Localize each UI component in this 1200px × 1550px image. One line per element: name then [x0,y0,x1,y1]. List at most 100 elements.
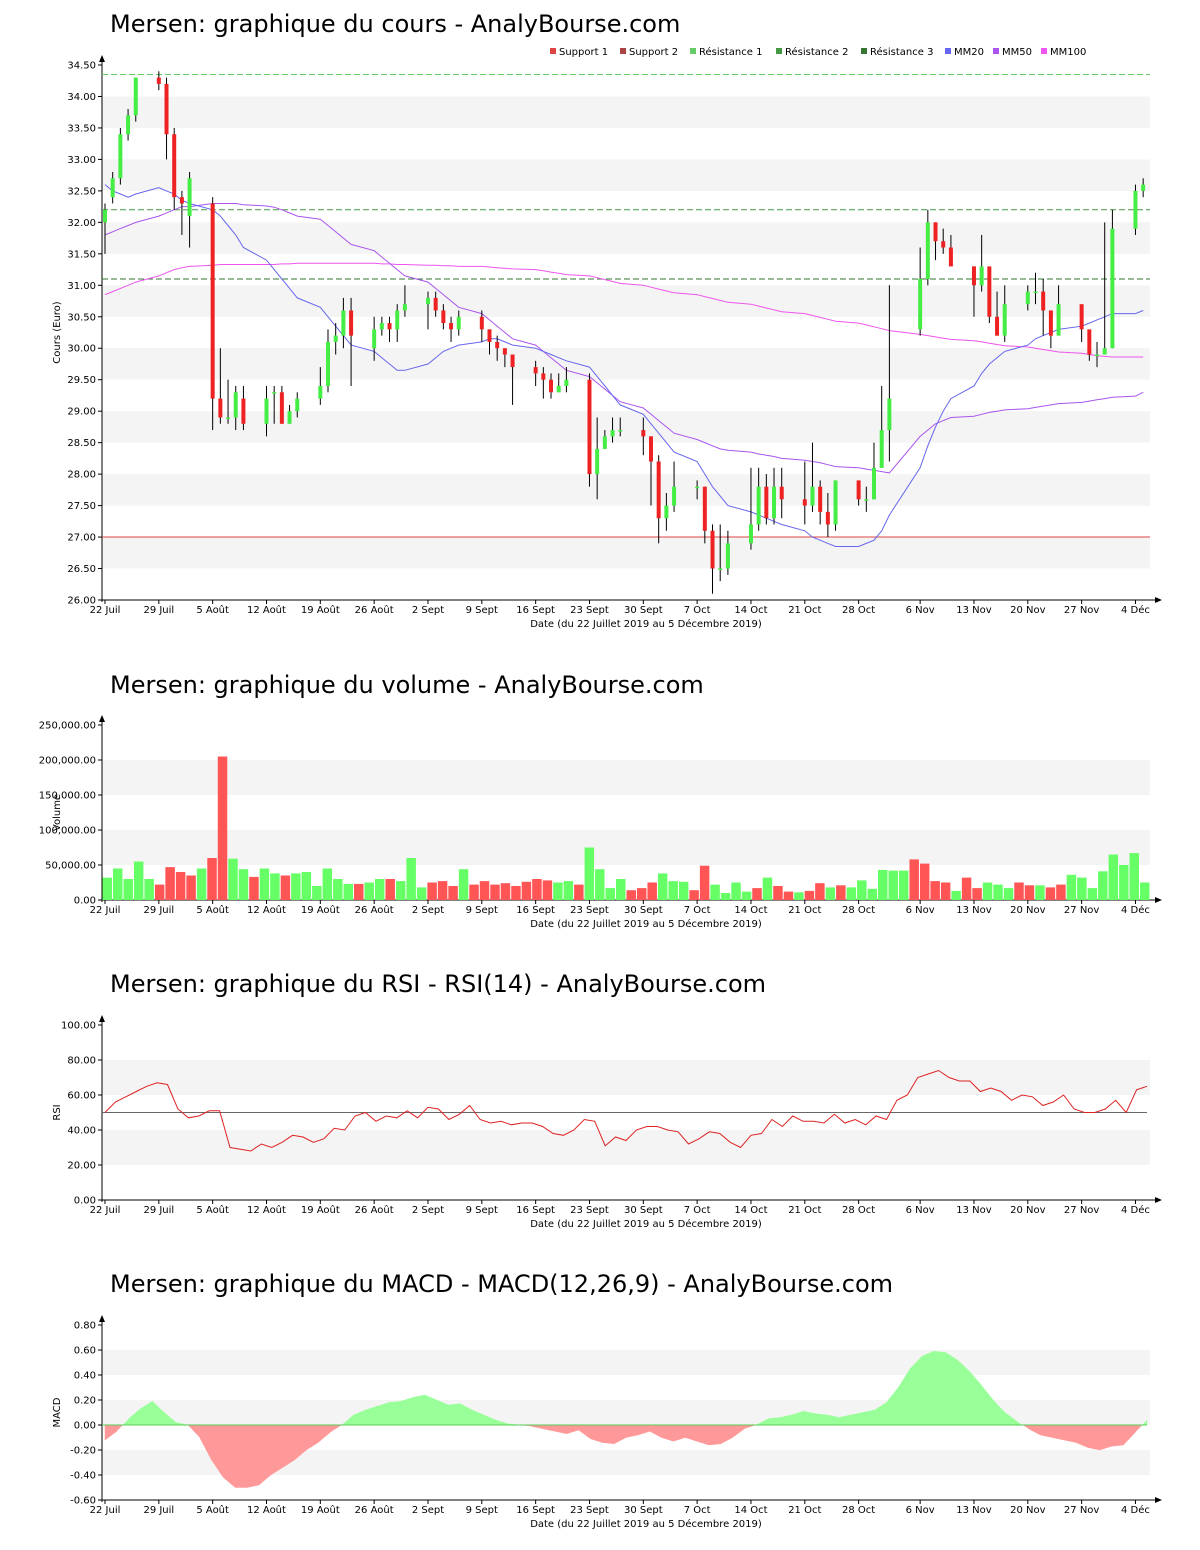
candle-body [233,392,238,418]
macd-x-axis-label: Date (du 22 Juillet 2019 au 5 Décembre 2… [530,1518,762,1530]
volume-bar [710,884,720,900]
volume-bar [437,881,448,900]
candle-body [479,316,484,330]
candle-body [641,430,646,437]
volume-y-tick-label: 100,000.00 [39,826,96,837]
candle-body [387,323,392,330]
candle-body [971,266,976,286]
candle-body [918,279,923,330]
volume-bar [469,884,479,900]
volume-bar [238,869,249,900]
macd-y-tick-label: 0.00 [74,1421,96,1432]
candle-body [772,486,777,519]
macd-y-tick-label: 0.20 [74,1396,96,1407]
rsi-x-tick-label: 14 Oct [734,1205,767,1216]
macd-x-tick-label: 14 Oct [734,1505,767,1516]
price-y-tick-label: 33.00 [67,155,96,166]
volume-x-tick-label: 12 Août [247,904,286,916]
volume-bar [406,858,416,900]
price-grid-band [102,474,1150,506]
macd-grid-band [102,1350,1150,1375]
candle-body [487,329,492,342]
volume-x-axis-arrow [1155,897,1162,903]
price-x-tick-label: 30 Sept [624,605,663,616]
candle-body [164,83,169,135]
price-grid-band [102,348,1150,380]
candle-body [349,310,354,336]
volume-bar [846,887,857,900]
price-x-tick-label: 27 Nov [1064,605,1100,616]
volume-x-tick-label: 14 Oct [734,905,767,916]
volume-bar [532,879,542,900]
volume-bar [207,858,217,900]
price-x-tick-label: 26 Août [355,604,394,616]
candle-body [433,297,438,311]
macd-area-segment [317,1424,331,1444]
price-y-tick-label: 32.50 [67,186,96,197]
candle-body [618,430,623,432]
macd-area-segment [850,1412,864,1426]
macd-area-segment [187,1425,200,1438]
macd-y-tick-label: 0.80 [74,1321,96,1332]
macd-area-segment [258,1424,272,1486]
volume-bar [595,869,605,900]
candle-body [941,241,946,248]
price-y-tick-label: 28.50 [67,438,96,449]
volume-y-tick-label: 250,000.00 [39,721,96,732]
rsi-y-tick-label: 0.00 [74,1196,96,1207]
volume-bar [354,883,364,900]
price-x-tick-label: 21 Oct [788,605,821,616]
macd-area-segment [815,1413,828,1426]
candle-body [725,543,730,569]
volume-bar [175,872,186,900]
legend-swatch [690,48,696,54]
volume-y-tick-label: 50,000.00 [45,861,96,872]
volume-bar [836,885,846,900]
volume-bar [783,891,794,900]
volume-bar [427,882,437,900]
macd-y-tick-label: 0.60 [74,1346,96,1357]
macd-area-segment [1111,1424,1124,1447]
volume-bar [102,877,112,900]
macd-area-segment [122,1418,129,1425]
mm20-line [104,184,1144,547]
legend-label: Résistance 3 [870,46,933,58]
candle-body [779,486,784,500]
legend-swatch [993,48,999,54]
macd-area-segment [909,1355,923,1426]
legend-swatch [776,48,782,54]
macd-area-segment [270,1424,283,1476]
volume-bar [919,863,930,900]
rsi-x-tick-label: 20 Nov [1010,1205,1046,1216]
legend-label: Résistance 1 [699,46,762,58]
candle-body [948,247,953,267]
volume-bar [909,859,919,900]
volume-bar [553,882,563,900]
volume-x-tick-label: 16 Sept [516,905,555,916]
volume-bar [542,880,553,900]
rsi-x-axis-arrow [1155,1197,1162,1203]
volume-bar [867,888,878,900]
candle-body [702,486,707,531]
volume-bar [982,882,993,900]
candle-body [372,329,377,349]
price-x-tick-label: 4 Déc [1121,604,1150,616]
rsi-y-tick-label: 60.00 [67,1091,96,1102]
volume-bar [1129,853,1140,900]
volume-bar [699,865,710,900]
price-y-tick-label: 30.50 [67,312,96,323]
price-grid-band [102,411,1150,443]
candle-body [695,486,700,489]
price-y-axis-label: Cours (Euro) [52,301,63,364]
volume-bar [1119,865,1129,900]
macd-x-tick-label: 9 Sept [466,1505,498,1516]
legend-swatch [1041,48,1047,54]
volume-bar [249,876,259,900]
volume-bar [1108,854,1119,900]
macd-area-segment [625,1424,639,1438]
volume-bar [1003,888,1014,900]
volume-bar [657,873,668,900]
candle-body [1041,291,1046,311]
rsi-y-tick-label: 80.00 [67,1056,96,1067]
volume-bar [500,883,511,900]
